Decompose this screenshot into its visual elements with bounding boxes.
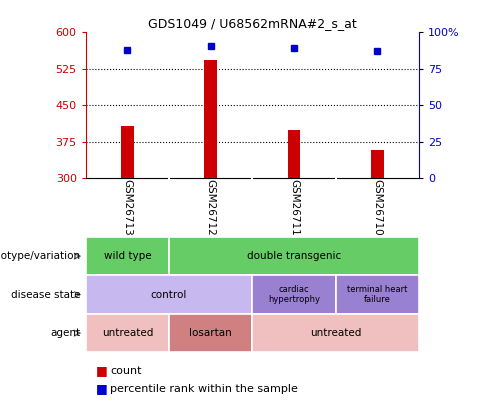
Text: disease state: disease state [11,290,81,300]
Title: GDS1049 / U68562mRNA#2_s_at: GDS1049 / U68562mRNA#2_s_at [148,17,357,30]
Text: untreated: untreated [310,328,361,338]
Text: GSM26711: GSM26711 [289,179,299,236]
Text: double transgenic: double transgenic [247,251,341,261]
Text: ■: ■ [96,382,107,395]
Text: genotype/variation: genotype/variation [0,251,81,261]
Bar [288,130,300,178]
Text: control: control [151,290,187,300]
Text: terminal heart
failure: terminal heart failure [347,285,408,304]
Text: count: count [110,366,142,375]
Text: agent: agent [51,328,81,338]
Bar [371,150,384,178]
Text: untreated: untreated [102,328,153,338]
Text: ■: ■ [96,364,107,377]
Text: losartan: losartan [189,328,232,338]
Text: GSM26710: GSM26710 [372,179,382,236]
Text: GSM26713: GSM26713 [122,179,132,236]
Text: wild type: wild type [103,251,151,261]
Text: GSM26712: GSM26712 [206,179,216,236]
Text: cardiac
hypertrophy: cardiac hypertrophy [268,285,320,304]
Bar [121,126,134,178]
Bar [204,60,217,178]
Text: percentile rank within the sample: percentile rank within the sample [110,384,298,394]
